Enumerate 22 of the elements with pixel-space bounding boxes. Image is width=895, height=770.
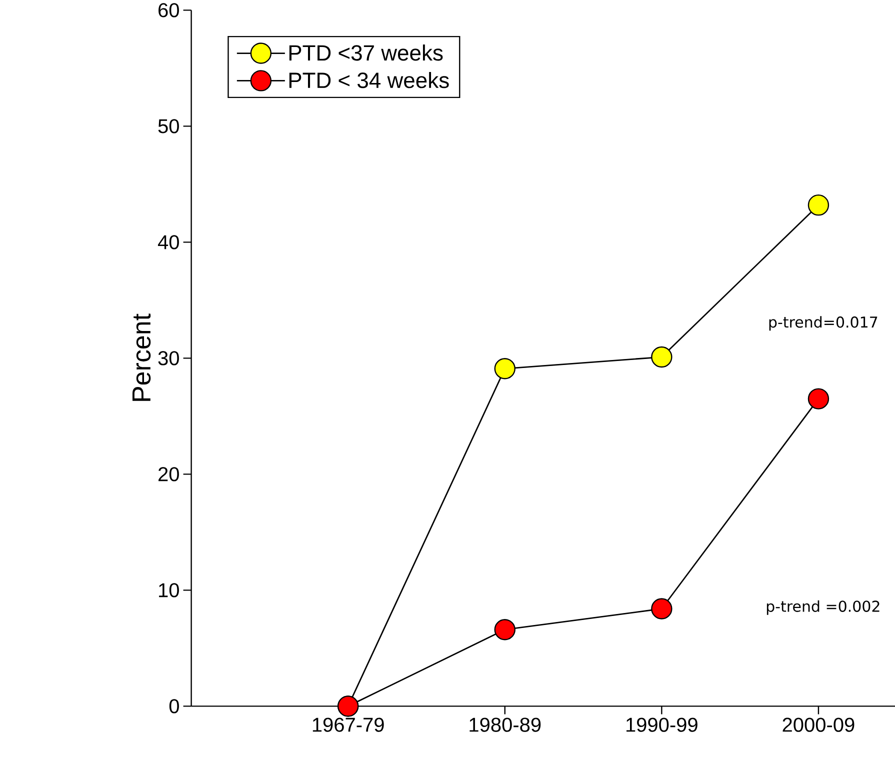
point	[808, 388, 830, 410]
annotation: p-trend=0.017	[769, 316, 878, 331]
x-tick-label: 1967-79	[312, 718, 384, 732]
y-tick-label: 50	[158, 119, 179, 134]
y-tick-label: 40	[158, 235, 179, 250]
x-tick-label: 1990-99	[626, 718, 698, 732]
y-axis-title: Percent	[132, 314, 151, 401]
point	[651, 346, 672, 368]
y-tick-label: 30	[158, 351, 179, 366]
annotation: p-trend =0.002	[766, 600, 880, 615]
y-tick-label: 10	[159, 583, 179, 598]
point	[808, 194, 830, 216]
legend-label: PTD < 34 weeks	[289, 72, 449, 88]
point	[494, 619, 516, 640]
y-tick-label: 0	[169, 699, 179, 714]
x-tick-label: 1980-89	[470, 718, 541, 732]
y-tick-label: 20	[158, 467, 179, 482]
legend-label: PTD <37 weeks	[289, 44, 443, 61]
point	[494, 358, 516, 380]
x-tick-label: 2000-09	[782, 718, 854, 732]
y-tick-label: 60	[158, 3, 179, 18]
point	[651, 598, 672, 620]
